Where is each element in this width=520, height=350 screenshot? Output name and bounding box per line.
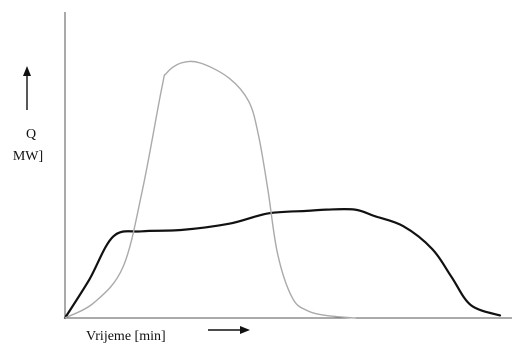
series-line-1 — [63, 208, 502, 320]
y-arrow-icon — [23, 66, 31, 110]
series-line-2 — [64, 60, 356, 319]
series-layer — [63, 60, 502, 320]
x-arrow-icon — [208, 326, 250, 334]
y-label-symbol: Q — [26, 127, 36, 142]
x-label: Vrijeme [min] — [86, 329, 166, 344]
y-label-unit: MW] — [13, 149, 43, 164]
